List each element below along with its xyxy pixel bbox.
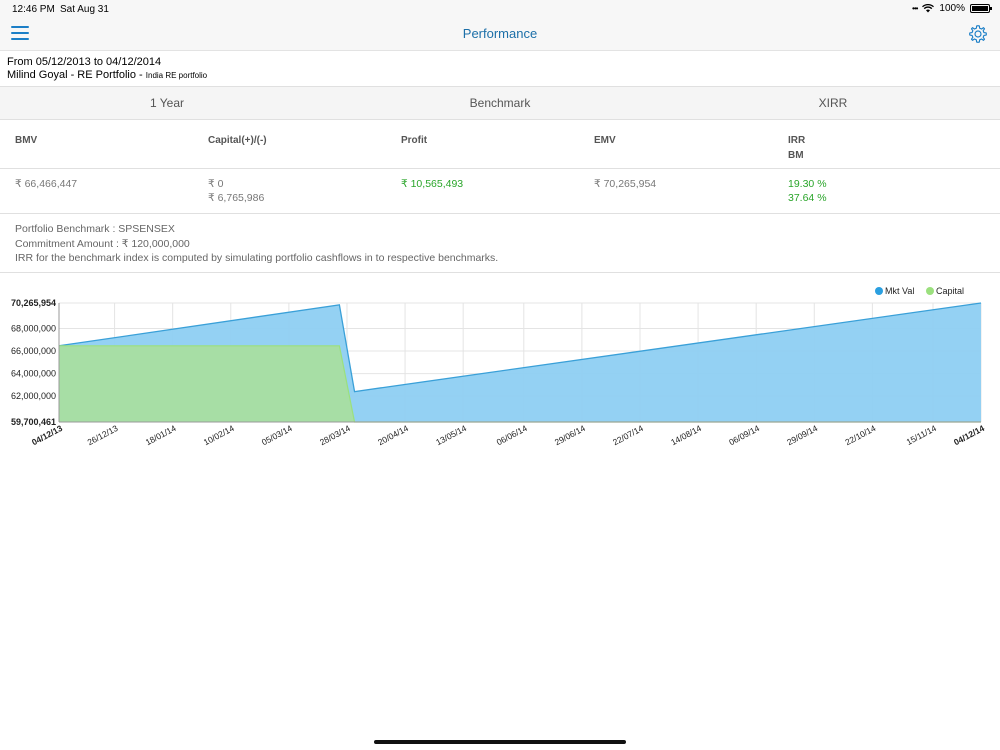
irr-label: IRR [788, 135, 806, 146]
irr-header: IRR BM [788, 133, 805, 163]
profit-value: ₹ 10,565,493 [401, 178, 464, 190]
irr-values: 19.30 % 37.64 % [788, 177, 827, 205]
performance-chart: 70,265,954 68,000,000 66,000,000 64,000,000… [0, 282, 1000, 472]
header-info: From 05/12/2013 to 04/12/2014 Milind Goy… [7, 56, 207, 82]
y-tick-label: 66,000,000 [11, 346, 56, 356]
bmv-value: ₹ 66,466,447 [15, 178, 78, 190]
capital-values: ₹ 0 ₹ 6,765,986 [208, 177, 264, 205]
x-tick-label: 29/09/14 [785, 423, 819, 447]
tab-xirr[interactable]: XIRR [818, 96, 848, 110]
page-title: Performance [462, 26, 538, 41]
capital-area [59, 345, 981, 422]
status-bar: 12:46 PM Sat Aug 31 ••• 100% [0, 0, 1000, 18]
legend-dot-capital [926, 287, 934, 295]
y-tick-label: 68,000,000 [11, 324, 56, 334]
bm-label: BM [788, 150, 804, 161]
bm-value: 37.64 % [788, 192, 827, 204]
legend-label-capital: Capital [936, 286, 964, 296]
legend-label-mkt-val: Mkt Val [885, 286, 914, 296]
x-tick-label: 26/12/13 [86, 423, 120, 447]
wifi-icon [922, 4, 935, 13]
info-block: Portfolio Benchmark : SPSENSEX Commitmen… [15, 222, 498, 266]
x-tick-label: 05/03/14 [260, 423, 294, 447]
portfolio-title: Milind Goyal - RE Portfolio - [7, 69, 146, 81]
x-tick-label: 06/09/14 [727, 423, 761, 447]
divider [0, 213, 1000, 214]
x-tick-label: 28/03/14 [318, 423, 352, 447]
y-tick-label: 70,265,954 [11, 298, 56, 308]
tab-benchmark[interactable]: Benchmark [469, 96, 531, 110]
bmv-header: BMV [15, 135, 38, 146]
tab-1-year[interactable]: 1 Year [149, 96, 185, 110]
emv-value: ₹ 70,265,954 [594, 178, 657, 190]
x-tick-label: 22/10/14 [843, 423, 877, 447]
irr-value: 19.30 % [788, 178, 827, 190]
capital-out-value: ₹ 6,765,986 [208, 192, 265, 204]
x-tick-label: 20/04/14 [376, 423, 410, 447]
capital-in-value: ₹ 0 [208, 178, 224, 190]
x-tick-label: 15/11/14 [905, 423, 939, 447]
profit-header: Profit [401, 135, 428, 146]
mkt-val-line [58, 302, 982, 393]
x-tick-label: 10/02/14 [202, 423, 236, 447]
x-tick-label: 04/12/14 [952, 423, 986, 447]
y-tick-label: 62,000,000 [11, 391, 56, 401]
commitment-text: Commitment Amount : ₹ 120,000,000 [15, 237, 190, 250]
divider [0, 272, 1000, 273]
x-tick-label: 06/06/14 [495, 423, 529, 447]
gear-icon[interactable] [968, 24, 988, 44]
emv-header: EMV [594, 135, 616, 146]
x-tick-label: 22/07/14 [611, 423, 645, 447]
tab-bar: 1 Year Benchmark XIRR [0, 86, 1000, 120]
battery-icon [970, 4, 992, 13]
status-date: Sat Aug 31 [60, 4, 109, 15]
x-tick-label: 14/08/14 [669, 423, 703, 447]
x-tick-label: 18/01/14 [144, 423, 178, 447]
status-right: ••• 100% [912, 3, 992, 14]
divider [0, 168, 1000, 169]
chart-svg: 70,265,954 68,000,000 66,000,000 64,000,000… [11, 286, 986, 447]
menu-icon[interactable] [11, 26, 29, 40]
portfolio-subtitle: India RE portfolio [145, 71, 208, 80]
benchmark-text: Portfolio Benchmark : SPSENSEX [15, 223, 175, 235]
status-time: 12:46 PM [12, 4, 55, 15]
y-tick-label: 64,000,000 [11, 369, 56, 379]
portfolio-name: Milind Goyal - RE Portfolio - India RE p… [7, 69, 207, 82]
signal-dots-icon: ••• [912, 4, 918, 13]
y-tick-label: 59,700,461 [11, 417, 56, 427]
legend-dot-mkt-val [875, 287, 883, 295]
battery-percent: 100% [939, 3, 965, 14]
home-indicator[interactable] [374, 740, 626, 744]
x-tick-label: 29/06/14 [553, 423, 587, 447]
x-tick-label: 13/05/14 [434, 423, 468, 447]
irr-note-text: IRR for the benchmark index is computed … [15, 252, 499, 264]
capital-header: Capital(+)/(-) [208, 135, 267, 146]
nav-bar: Performance [0, 18, 1000, 51]
period-label: From 05/12/2013 to 04/12/2014 [7, 56, 162, 68]
